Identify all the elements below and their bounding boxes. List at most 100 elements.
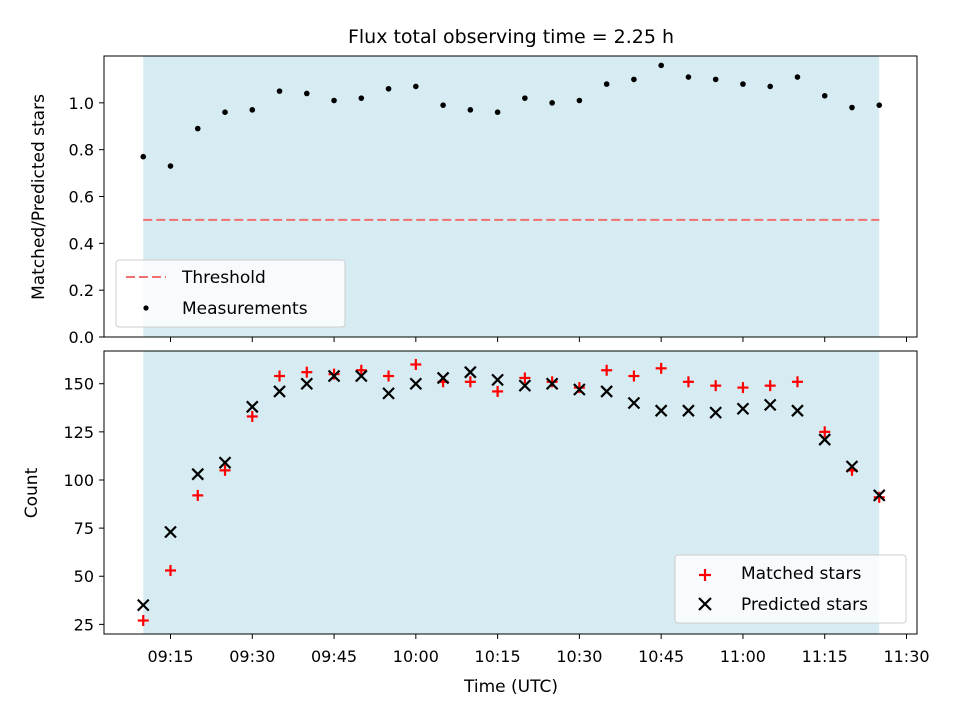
predicted-star-marker xyxy=(682,404,695,417)
y-tick-label: 0.6 xyxy=(69,188,94,207)
x-tick-label: 11:00 xyxy=(720,647,766,666)
measurement-point xyxy=(631,76,637,83)
x-tick-label: 09:45 xyxy=(311,647,357,666)
predicted-star-marker xyxy=(273,385,286,398)
predicted-star-marker xyxy=(518,379,532,392)
predicted-star-marker xyxy=(300,377,314,391)
measurement-points xyxy=(140,62,883,169)
measurement-point xyxy=(194,125,201,132)
legend-predicted-swatch xyxy=(698,597,712,611)
measurement-point xyxy=(222,109,228,115)
predicted-star-marker xyxy=(791,404,804,417)
measurement-point xyxy=(685,74,692,80)
matched-star-marker xyxy=(546,376,558,388)
top-x-ticks xyxy=(170,337,907,342)
x-tick-label: 11:15 xyxy=(802,647,848,666)
matched-star-marker xyxy=(165,564,176,576)
measurement-point xyxy=(576,97,583,104)
matched-star-marker xyxy=(492,385,504,397)
measurement-point xyxy=(740,81,746,87)
predicted-star-marker xyxy=(654,404,668,417)
matched-star-marker xyxy=(137,615,149,627)
measurement-point xyxy=(167,163,174,169)
y-tick-label: 0.2 xyxy=(69,281,94,300)
predicted-star-marker xyxy=(845,460,859,473)
measurement-point xyxy=(549,100,555,106)
chart-title: Flux total observing time = 2.25 h xyxy=(348,26,674,48)
top-y-axis: 0.0 0.2 0.4 0.6 0.8 1.0 xyxy=(69,94,104,347)
measurement-point xyxy=(876,102,883,108)
x-tick-label: 10:00 xyxy=(393,647,439,666)
y-tick-label: 100 xyxy=(63,471,94,490)
predicted-star-marker xyxy=(545,377,559,391)
predicted-star-marker xyxy=(382,387,395,400)
measurement-point xyxy=(767,83,774,90)
matched-star-marker xyxy=(710,380,722,392)
measurement-point xyxy=(712,76,719,83)
matched-star-marker xyxy=(791,376,803,388)
predicted-star-marker xyxy=(491,373,504,387)
y-tick-label: 1.0 xyxy=(69,94,94,113)
matched-star-marker xyxy=(383,370,395,382)
y-tick-label: 50 xyxy=(74,567,94,586)
x-tick-label: 09:30 xyxy=(229,647,275,666)
measurement-point xyxy=(440,102,446,108)
legend-measurements-swatch xyxy=(143,305,149,311)
x-tick-label: 09:15 xyxy=(147,647,193,666)
measurement-point xyxy=(658,62,664,69)
measurement-point xyxy=(303,90,310,97)
measurement-point xyxy=(522,95,528,101)
y-tick-label: 0.0 xyxy=(69,328,94,347)
matched-star-marker xyxy=(192,489,204,501)
matched-star-marker xyxy=(274,370,286,382)
predicted-star-marker xyxy=(573,383,586,396)
measurement-point xyxy=(140,153,147,160)
x-tick-label: 10:15 xyxy=(475,647,521,666)
matched-star-marker xyxy=(682,376,694,388)
top-y-axis-label: Matched/Predicted stars xyxy=(29,94,49,300)
predicted-star-marker xyxy=(872,489,886,502)
predicted-star-marker xyxy=(763,398,777,412)
y-tick-label: 25 xyxy=(74,615,94,634)
measurement-point xyxy=(794,74,801,80)
matched-star-marker xyxy=(246,410,258,422)
matched-star-marker xyxy=(219,464,231,476)
measurement-point xyxy=(467,107,474,113)
predicted-star-marker xyxy=(218,456,232,469)
predicted-star-marker xyxy=(136,598,150,612)
matched-star-marker xyxy=(601,364,613,376)
bottom-plot-frame xyxy=(103,350,918,635)
bottom-legend-box xyxy=(674,554,907,624)
bottom-x-axis: 09:15 09:30 09:45 10:00 10:15 10:30 10:45 11:00… xyxy=(147,634,930,666)
bottom-y-axis-label: Count xyxy=(22,467,42,518)
y-tick-label: 0.8 xyxy=(69,141,94,160)
bottom-panel: 25 50 75 100 125 150 09:15 09:30 09:45 10:00 10:1… xyxy=(22,350,930,697)
predicted-star-marker xyxy=(818,433,832,446)
matched-star-marker xyxy=(301,366,313,378)
legend-measurements-label: Measurements xyxy=(182,299,308,319)
measurement-point xyxy=(331,97,337,104)
top-plot-frame xyxy=(103,55,918,338)
matched-star-marker xyxy=(355,364,367,376)
matched-star-marker xyxy=(737,382,749,394)
matched-star-marker xyxy=(328,368,340,380)
measurement-point xyxy=(249,107,256,113)
y-tick-label: 0.4 xyxy=(69,234,94,253)
predicted-star-marker xyxy=(436,371,450,385)
matched-star-marker xyxy=(410,358,422,370)
y-tick-label: 75 xyxy=(74,519,94,538)
matched-star-marker xyxy=(655,362,667,374)
top-panel: 0.0 0.2 0.4 0.6 0.8 1.0 Matched/Predicted sta… xyxy=(29,55,918,347)
bottom-y-axis: 25 50 75 100 125 150 xyxy=(63,375,104,634)
predicted-star-marker xyxy=(709,406,722,419)
matched-star-marker xyxy=(819,426,831,438)
matched-stars-points xyxy=(137,358,885,627)
predicted-star-marker xyxy=(736,402,750,416)
legend-predicted-label: Predicted stars xyxy=(741,595,868,615)
measurement-point xyxy=(413,83,419,90)
legend-matched-swatch xyxy=(699,569,711,581)
predicted-star-marker xyxy=(245,400,259,414)
predicted-star-marker xyxy=(464,365,477,379)
matched-star-marker xyxy=(573,382,585,394)
top-legend: Threshold Measurements xyxy=(115,259,346,328)
